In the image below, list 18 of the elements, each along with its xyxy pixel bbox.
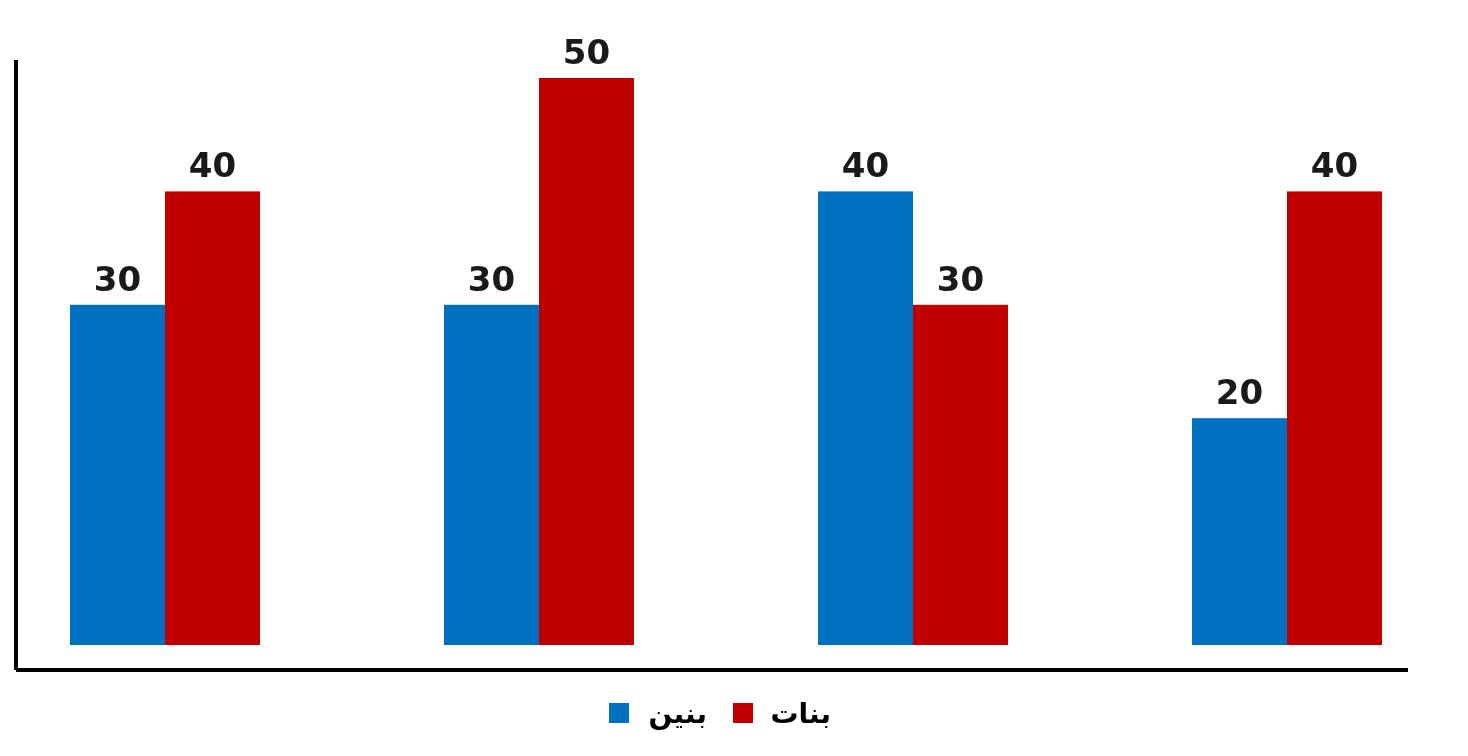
data-label: 20 [1215, 372, 1264, 413]
data-label: 50 [562, 32, 611, 72]
data-label: 30 [467, 258, 516, 299]
bar [1287, 191, 1382, 645]
data-label: 40 [841, 145, 890, 186]
bar [913, 304, 1008, 645]
legend-label: بنين [648, 697, 707, 730]
data-label: 40 [188, 145, 237, 186]
legend-label: بنات [770, 697, 831, 730]
data-label: 30 [936, 258, 985, 299]
bar [1192, 418, 1287, 645]
bar [818, 191, 913, 645]
data-label: 40 [1310, 145, 1359, 186]
bar [165, 191, 260, 645]
bar [444, 304, 539, 645]
bar [70, 304, 165, 645]
bar [539, 78, 634, 645]
data-label: 30 [93, 258, 142, 299]
